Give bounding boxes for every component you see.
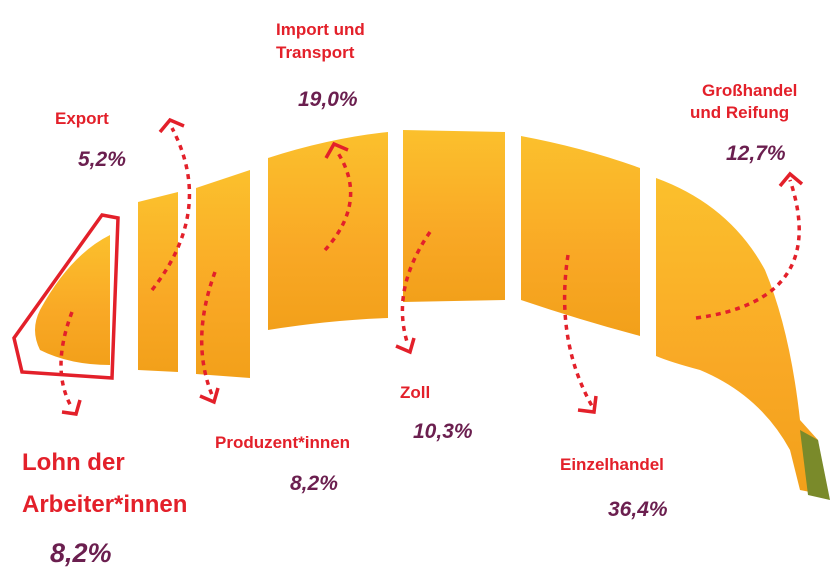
segment-label: Arbeiter*innen	[22, 491, 187, 518]
segment-label: Transport	[276, 43, 355, 62]
segment-label: und Reifung	[690, 103, 789, 122]
segment-share: 5,2%	[78, 148, 126, 171]
segment-share: 10,3%	[413, 420, 473, 443]
segment-share: 36,4%	[608, 498, 668, 521]
banana-piece	[268, 132, 388, 330]
segment-label: Import und	[276, 20, 365, 39]
segment-label: Export	[55, 109, 109, 128]
banana	[35, 130, 830, 500]
segment-label: Produzent*innen	[215, 433, 350, 452]
segment-label: Lohn der	[22, 449, 125, 476]
banana-piece	[196, 170, 250, 378]
segment-share: 8,2%	[290, 472, 338, 495]
banana-piece	[403, 130, 505, 302]
segment-share: 12,7%	[726, 142, 786, 165]
segment-label: Großhandel	[702, 81, 797, 100]
infographic: Lohn der Arbeiter*innen 8,2% Export 5,2%…	[0, 0, 838, 577]
banana-piece	[521, 136, 640, 336]
segment-share: 19,0%	[298, 88, 358, 111]
segment-label: Zoll	[400, 383, 430, 402]
segment-share: 8,2%	[50, 538, 112, 568]
segment-label: Einzelhandel	[560, 455, 664, 474]
banana-piece	[138, 192, 178, 372]
